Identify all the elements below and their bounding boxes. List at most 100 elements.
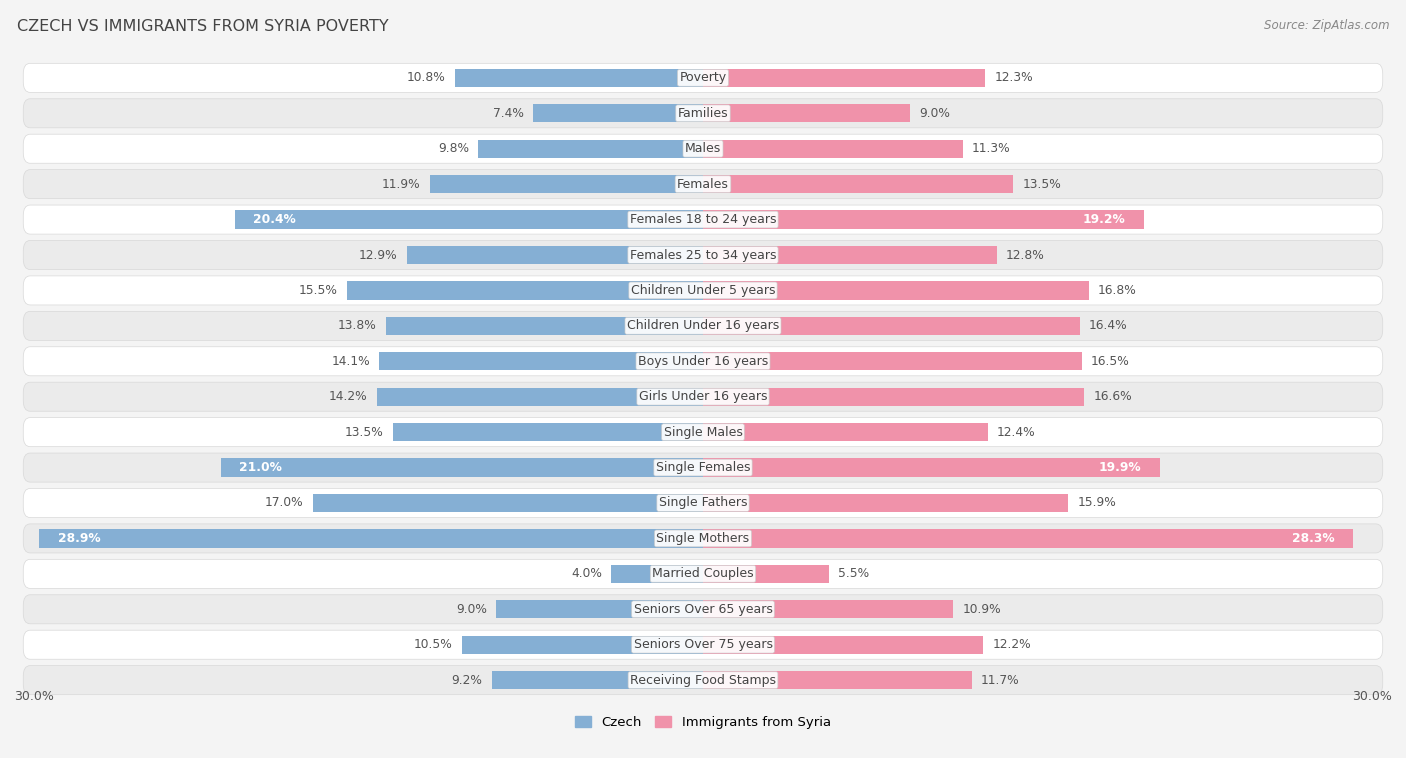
Bar: [703, 423, 988, 441]
FancyBboxPatch shape: [24, 99, 1382, 128]
Text: 10.9%: 10.9%: [963, 603, 1001, 615]
Bar: [703, 635, 983, 654]
FancyBboxPatch shape: [24, 64, 1382, 92]
Bar: [703, 600, 953, 619]
Legend: Czech, Immigrants from Syria: Czech, Immigrants from Syria: [569, 710, 837, 735]
FancyBboxPatch shape: [24, 170, 1382, 199]
Text: Single Fathers: Single Fathers: [659, 496, 747, 509]
FancyBboxPatch shape: [24, 382, 1382, 412]
Text: Children Under 16 years: Children Under 16 years: [627, 319, 779, 332]
Bar: [703, 459, 1160, 477]
Text: 12.3%: 12.3%: [994, 71, 1033, 84]
Bar: [347, 281, 703, 299]
Bar: [703, 387, 1084, 406]
Text: Families: Families: [678, 107, 728, 120]
Bar: [703, 281, 1088, 299]
Bar: [703, 104, 910, 123]
FancyBboxPatch shape: [24, 595, 1382, 624]
Text: Females: Females: [678, 177, 728, 191]
FancyBboxPatch shape: [24, 630, 1382, 659]
Text: 14.1%: 14.1%: [332, 355, 370, 368]
Text: 9.0%: 9.0%: [920, 107, 949, 120]
Text: 11.3%: 11.3%: [972, 143, 1011, 155]
Bar: [380, 352, 703, 371]
Text: Girls Under 16 years: Girls Under 16 years: [638, 390, 768, 403]
FancyBboxPatch shape: [24, 346, 1382, 376]
Text: 30.0%: 30.0%: [14, 691, 53, 703]
Text: 9.0%: 9.0%: [457, 603, 486, 615]
Text: Males: Males: [685, 143, 721, 155]
Text: Poverty: Poverty: [679, 71, 727, 84]
Text: 16.5%: 16.5%: [1091, 355, 1130, 368]
Bar: [377, 387, 703, 406]
Bar: [703, 139, 963, 158]
Bar: [387, 317, 703, 335]
Bar: [492, 671, 703, 689]
Text: 13.8%: 13.8%: [339, 319, 377, 332]
FancyBboxPatch shape: [24, 276, 1382, 305]
Text: 16.4%: 16.4%: [1088, 319, 1128, 332]
Text: 28.9%: 28.9%: [58, 532, 100, 545]
Text: 10.5%: 10.5%: [413, 638, 453, 651]
Text: 11.9%: 11.9%: [382, 177, 420, 191]
Bar: [456, 69, 703, 87]
FancyBboxPatch shape: [24, 312, 1382, 340]
Text: Seniors Over 65 years: Seniors Over 65 years: [634, 603, 772, 615]
Bar: [221, 459, 703, 477]
FancyBboxPatch shape: [24, 488, 1382, 518]
Bar: [703, 493, 1069, 512]
Bar: [533, 104, 703, 123]
FancyBboxPatch shape: [24, 559, 1382, 588]
Bar: [461, 635, 703, 654]
Bar: [235, 211, 703, 229]
Text: 7.4%: 7.4%: [494, 107, 524, 120]
Bar: [703, 529, 1353, 547]
Text: Receiving Food Stamps: Receiving Food Stamps: [630, 674, 776, 687]
Text: 17.0%: 17.0%: [264, 496, 304, 509]
Text: 12.2%: 12.2%: [993, 638, 1031, 651]
Text: 12.8%: 12.8%: [1007, 249, 1045, 262]
Bar: [703, 352, 1083, 371]
Text: 4.0%: 4.0%: [571, 567, 602, 581]
Text: 20.4%: 20.4%: [253, 213, 295, 226]
Bar: [430, 175, 703, 193]
FancyBboxPatch shape: [24, 134, 1382, 163]
Bar: [703, 69, 986, 87]
Text: 12.9%: 12.9%: [359, 249, 398, 262]
Text: 5.5%: 5.5%: [838, 567, 870, 581]
FancyBboxPatch shape: [24, 418, 1382, 446]
Bar: [703, 211, 1144, 229]
FancyBboxPatch shape: [24, 205, 1382, 234]
Text: 15.5%: 15.5%: [299, 284, 337, 297]
Bar: [703, 246, 997, 265]
Text: 13.5%: 13.5%: [344, 426, 384, 439]
Text: 11.7%: 11.7%: [981, 674, 1019, 687]
Text: Single Mothers: Single Mothers: [657, 532, 749, 545]
Text: 12.4%: 12.4%: [997, 426, 1036, 439]
Text: 9.2%: 9.2%: [451, 674, 482, 687]
Text: Married Couples: Married Couples: [652, 567, 754, 581]
Text: 15.9%: 15.9%: [1077, 496, 1116, 509]
Text: 30.0%: 30.0%: [1353, 691, 1392, 703]
FancyBboxPatch shape: [24, 453, 1382, 482]
FancyBboxPatch shape: [24, 240, 1382, 270]
Bar: [392, 423, 703, 441]
Bar: [478, 139, 703, 158]
Text: Single Males: Single Males: [664, 426, 742, 439]
Text: 9.8%: 9.8%: [437, 143, 468, 155]
Text: 21.0%: 21.0%: [239, 461, 283, 474]
Text: Source: ZipAtlas.com: Source: ZipAtlas.com: [1264, 19, 1389, 32]
Bar: [703, 175, 1012, 193]
Text: 10.8%: 10.8%: [408, 71, 446, 84]
FancyBboxPatch shape: [24, 666, 1382, 694]
Bar: [703, 565, 830, 583]
Text: 19.9%: 19.9%: [1099, 461, 1142, 474]
Text: 16.6%: 16.6%: [1094, 390, 1132, 403]
Text: Single Females: Single Females: [655, 461, 751, 474]
Bar: [703, 317, 1080, 335]
Text: Seniors Over 75 years: Seniors Over 75 years: [634, 638, 772, 651]
Bar: [312, 493, 703, 512]
Bar: [406, 246, 703, 265]
Bar: [39, 529, 703, 547]
Text: 19.2%: 19.2%: [1083, 213, 1126, 226]
